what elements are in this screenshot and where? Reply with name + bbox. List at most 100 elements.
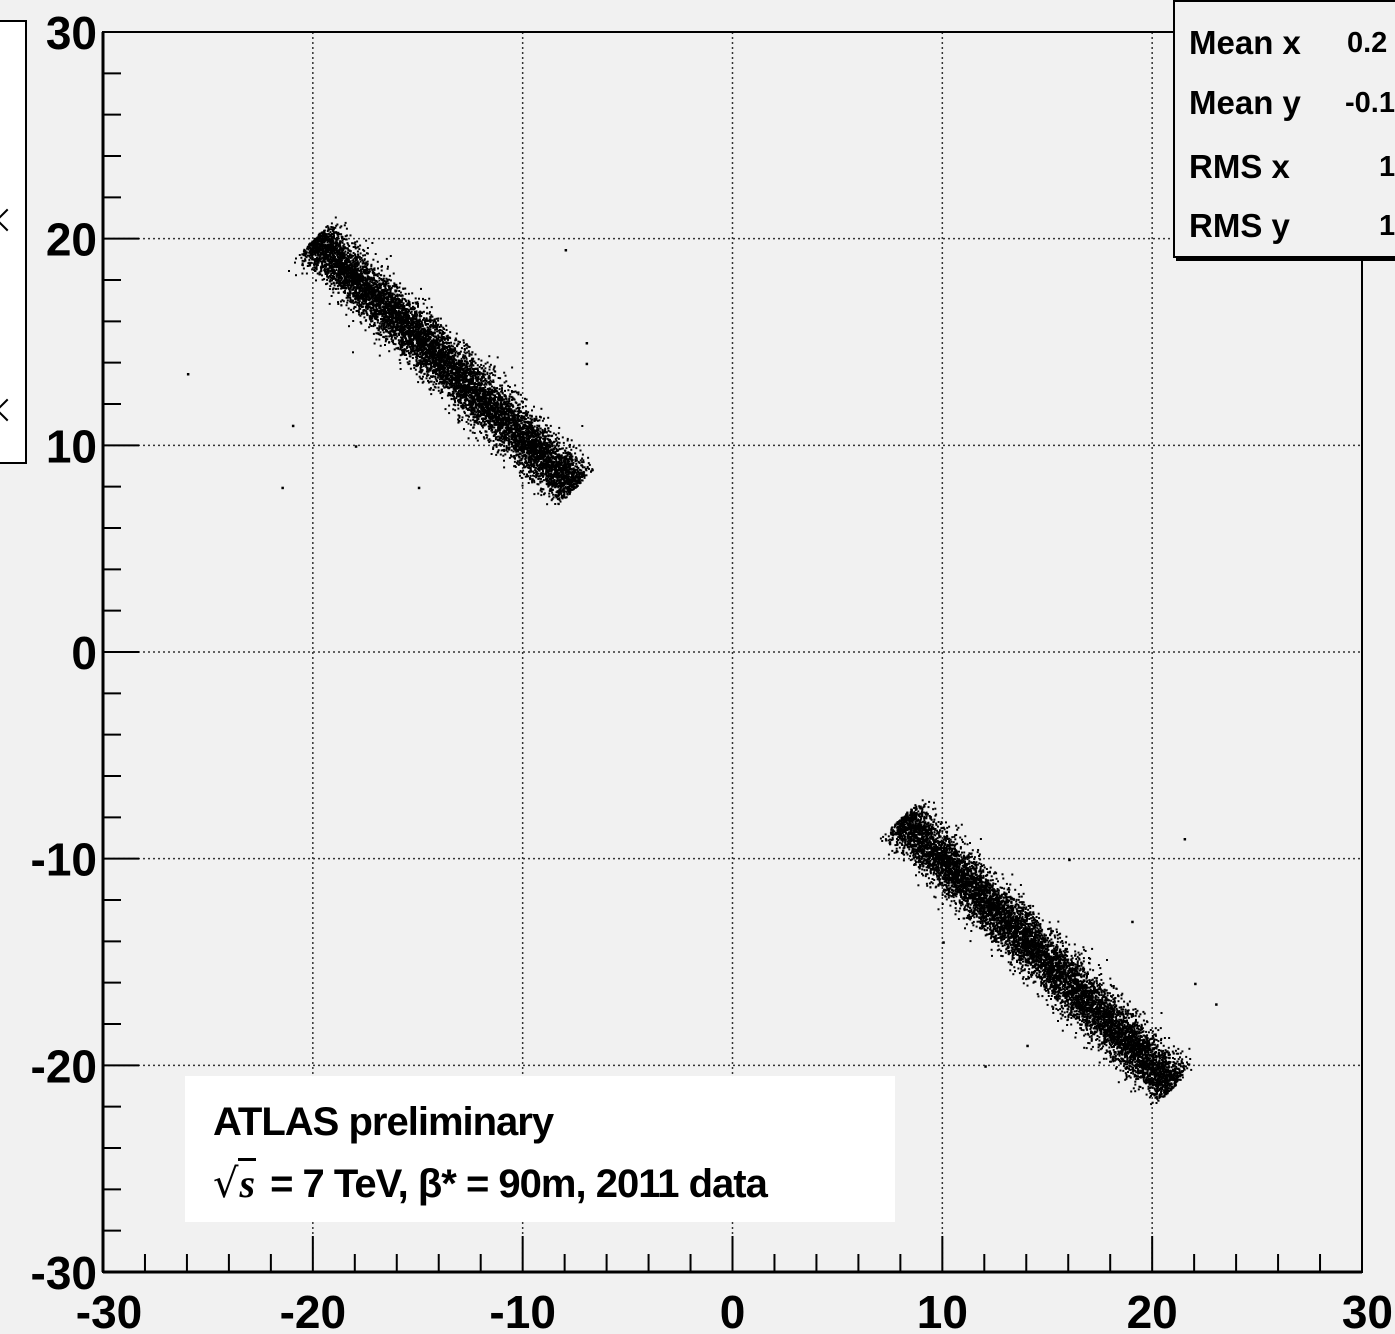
data-point bbox=[480, 421, 483, 424]
data-point bbox=[403, 316, 406, 319]
data-point bbox=[488, 381, 491, 383]
data-point bbox=[407, 299, 410, 302]
data-point bbox=[461, 371, 463, 374]
data-point bbox=[535, 444, 538, 447]
data-point bbox=[352, 271, 355, 274]
data-point bbox=[488, 365, 491, 368]
data-point bbox=[325, 268, 328, 271]
data-point bbox=[404, 340, 407, 343]
data-point bbox=[570, 488, 573, 491]
data-point bbox=[349, 286, 352, 289]
data-point bbox=[362, 293, 365, 296]
data-point bbox=[470, 406, 472, 409]
data-point bbox=[545, 477, 548, 480]
data-point bbox=[364, 329, 367, 332]
data-point bbox=[396, 297, 399, 300]
data-point bbox=[470, 353, 473, 356]
data-point bbox=[332, 242, 335, 245]
data-point bbox=[437, 369, 440, 372]
data-point bbox=[521, 454, 524, 457]
data-point bbox=[437, 323, 440, 326]
data-point bbox=[335, 245, 338, 247]
data-point bbox=[347, 258, 350, 261]
data-point bbox=[389, 289, 392, 292]
data-point bbox=[429, 311, 431, 314]
data-point bbox=[309, 244, 312, 247]
data-point bbox=[307, 248, 310, 251]
data-point bbox=[574, 460, 577, 463]
data-point bbox=[453, 357, 456, 360]
data-point bbox=[568, 484, 571, 487]
data-point bbox=[427, 381, 430, 384]
data-point bbox=[384, 286, 387, 289]
data-point bbox=[500, 414, 503, 417]
data-point bbox=[526, 437, 529, 440]
data-point bbox=[535, 464, 538, 466]
data-point bbox=[514, 434, 517, 437]
data-point bbox=[369, 293, 372, 296]
data-point bbox=[444, 408, 447, 411]
data-point bbox=[544, 478, 547, 481]
data-point bbox=[357, 299, 360, 302]
data-point bbox=[440, 337, 443, 340]
data-point bbox=[333, 265, 336, 268]
data-point bbox=[352, 284, 355, 287]
data-point bbox=[407, 331, 410, 334]
data-point bbox=[591, 469, 594, 472]
data-point bbox=[574, 452, 577, 455]
data-point bbox=[444, 376, 447, 379]
data-point bbox=[466, 367, 469, 370]
data-point bbox=[537, 483, 540, 486]
data-point bbox=[523, 420, 526, 423]
data-point bbox=[493, 403, 496, 406]
data-point bbox=[410, 351, 413, 354]
data-point bbox=[396, 320, 399, 323]
data-point bbox=[516, 404, 519, 407]
data-point bbox=[444, 359, 447, 362]
data-point bbox=[399, 307, 402, 310]
data-point bbox=[457, 383, 460, 386]
data-point bbox=[557, 437, 560, 440]
data-point bbox=[467, 437, 470, 440]
data-point bbox=[347, 249, 350, 251]
data-point bbox=[432, 372, 434, 375]
data-point bbox=[471, 360, 474, 363]
data-point bbox=[458, 389, 461, 392]
data-point bbox=[422, 318, 424, 321]
data-point bbox=[328, 260, 331, 263]
data-point bbox=[467, 369, 470, 372]
data-point bbox=[365, 306, 367, 309]
data-point bbox=[332, 253, 335, 256]
data-point bbox=[539, 444, 542, 447]
data-point bbox=[414, 297, 417, 300]
data-point bbox=[463, 392, 466, 395]
data-point bbox=[503, 459, 505, 462]
data-point bbox=[300, 256, 303, 259]
data-point bbox=[505, 380, 508, 383]
data-point bbox=[355, 291, 358, 294]
data-point bbox=[468, 384, 471, 387]
data-point bbox=[349, 284, 352, 287]
data-point bbox=[493, 426, 496, 429]
data-point bbox=[540, 494, 543, 497]
data-point bbox=[547, 479, 550, 482]
data-point bbox=[469, 419, 472, 422]
data-point bbox=[400, 343, 403, 346]
data-point bbox=[441, 345, 444, 348]
data-point bbox=[517, 391, 520, 394]
data-point bbox=[539, 441, 542, 444]
data-point bbox=[498, 396, 501, 399]
data-point bbox=[476, 364, 479, 367]
data-point bbox=[434, 375, 437, 378]
data-point bbox=[455, 350, 458, 353]
data-point bbox=[436, 358, 439, 361]
data-point bbox=[439, 317, 442, 320]
data-point bbox=[332, 260, 335, 263]
data-point bbox=[510, 455, 513, 458]
data-point bbox=[529, 431, 532, 434]
data-point bbox=[385, 257, 388, 260]
data-point bbox=[399, 368, 402, 370]
data-point bbox=[541, 428, 544, 431]
data-point bbox=[303, 248, 306, 251]
data-point bbox=[416, 353, 419, 356]
